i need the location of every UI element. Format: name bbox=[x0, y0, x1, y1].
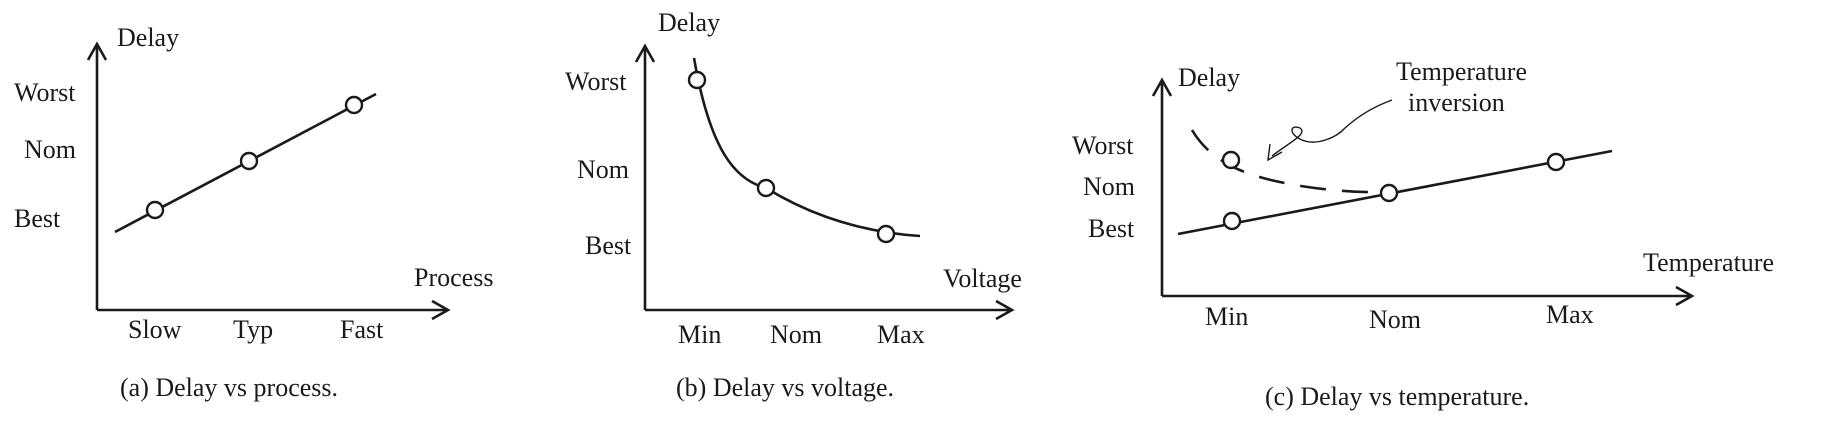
panel-a-ytick-best: Best bbox=[14, 204, 61, 233]
panel-b-xtick-min: Min bbox=[678, 320, 721, 349]
panel-c: Delay Temperature Best Nom Worst Min Nom… bbox=[1072, 57, 1774, 411]
panel-c-annotation-arrowhead bbox=[1267, 143, 1283, 162]
panel-c-annotation-pointer bbox=[1271, 99, 1393, 157]
panel-b-ylabel: Delay bbox=[658, 8, 720, 37]
panel-a-point-fast bbox=[344, 95, 364, 115]
panel-b-y-arrowhead bbox=[634, 43, 656, 63]
panel-b-xtick-max: Max bbox=[877, 320, 925, 349]
panel-c-x-arrowhead bbox=[1675, 285, 1695, 307]
panel-b-point-nom bbox=[756, 178, 776, 198]
panel-c-xtick-max: Max bbox=[1546, 300, 1594, 329]
panel-a-xtick-typ: Typ bbox=[233, 315, 273, 344]
panel-c-point-min-solid bbox=[1222, 211, 1242, 231]
panel-b-caption: (b) Delay vs voltage. bbox=[676, 373, 894, 402]
panel-c-point-nom bbox=[1379, 183, 1399, 203]
panel-a-xtick-slow: Slow bbox=[128, 315, 182, 344]
panel-c-annotation-line-2: inversion bbox=[1408, 88, 1505, 117]
panel-b-series-curve bbox=[692, 57, 921, 238]
panel-c-series-dashed bbox=[1190, 129, 1391, 194]
panel-c-annotation-line-1: Temperature bbox=[1396, 57, 1527, 86]
panel-a: Delay Process Best Nom Worst Slow Typ Fa… bbox=[14, 23, 493, 402]
panel-b-xlabel: Voltage bbox=[943, 264, 1022, 293]
panel-a-point-typ bbox=[239, 151, 259, 171]
panel-b-ytick-worst: Worst bbox=[565, 67, 627, 96]
panel-b-ytick-nom: Nom bbox=[577, 155, 629, 184]
panel-a-ylabel: Delay bbox=[117, 23, 179, 52]
panel-a-ytick-nom: Nom bbox=[24, 135, 76, 164]
panel-c-ytick-nom: Nom bbox=[1083, 172, 1135, 201]
panel-b-xtick-nom: Nom bbox=[770, 320, 822, 349]
panel-c-ytick-best: Best bbox=[1088, 214, 1135, 243]
panel-b-x-arrowhead bbox=[995, 299, 1015, 321]
panel-a-caption: (a) Delay vs process. bbox=[120, 373, 338, 402]
panel-c-point-max bbox=[1546, 152, 1566, 172]
panel-a-ytick-worst: Worst bbox=[14, 78, 76, 107]
panel-c-ylabel: Delay bbox=[1178, 63, 1240, 92]
panel-b-point-max bbox=[876, 224, 896, 244]
panel-a-y-arrowhead bbox=[86, 41, 108, 61]
panel-a-xlabel: Process bbox=[414, 263, 493, 292]
panel-a-x-arrowhead bbox=[431, 299, 451, 321]
panel-c-point-min-dashed bbox=[1221, 150, 1241, 170]
panel-c-y-arrowhead bbox=[1151, 77, 1173, 97]
panel-b-point-min bbox=[687, 70, 707, 90]
panel-b: Delay Voltage Best Nom Worst Min Nom Max… bbox=[565, 8, 1022, 402]
panel-a-xtick-fast: Fast bbox=[340, 315, 384, 344]
panel-b-ytick-best: Best bbox=[585, 231, 632, 260]
panel-c-xtick-min: Min bbox=[1205, 302, 1248, 331]
panel-c-xtick-nom: Nom bbox=[1369, 305, 1421, 334]
panel-c-caption: (c) Delay vs temperature. bbox=[1265, 382, 1529, 411]
panel-c-ytick-worst: Worst bbox=[1072, 131, 1134, 160]
panel-a-point-slow bbox=[145, 200, 165, 220]
panel-c-xlabel: Temperature bbox=[1643, 248, 1774, 277]
panel-c-annotation: Temperature inversion bbox=[1396, 57, 1534, 117]
